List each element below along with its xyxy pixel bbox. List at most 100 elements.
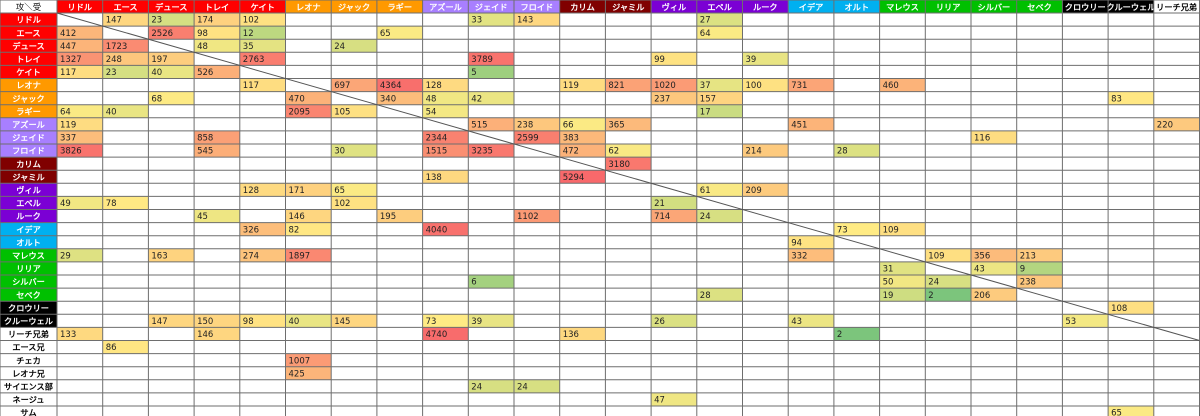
value-cell [651,91,697,105]
value-cell [148,26,195,40]
row-header-cell [0,170,57,184]
column-header-label: デュース [155,2,187,12]
value-label: 43 [791,317,802,327]
row-header-label: シルバー [12,277,45,287]
value-label: 3789 [471,55,493,65]
value-label: 45 [197,212,208,222]
value-cell [102,52,149,66]
value-label: 9 [1020,265,1025,275]
value-label: 383 [563,134,579,144]
value-label: 332 [791,252,807,262]
row-header-label: ヴィル [16,185,41,195]
value-cell [468,13,514,27]
value-label: 39 [471,317,482,327]
value-label: 714 [654,212,670,222]
value-label: 858 [197,134,213,144]
row-header-label: ネージュ [12,395,44,405]
value-cell [57,117,103,131]
column-header-label: リーチ兄弟 [1156,2,1197,12]
column-header-cell [102,0,149,13]
value-cell [194,13,240,27]
value-label: 23 [151,16,162,26]
column-header-cell [514,0,560,13]
row-header-label: リーチ兄弟 [8,329,49,339]
value-label: 1515 [426,147,448,157]
value-label: 697 [334,81,350,91]
value-label: 3826 [60,147,82,157]
value-cell [194,209,240,223]
column-header-cell [605,0,652,13]
value-cell [651,392,697,406]
row-header-label: ラギー [16,106,41,116]
value-label: 30 [334,147,345,157]
row-header-label: ジャック [12,93,44,103]
value-cell [742,183,789,197]
column-header-cell [1108,0,1154,13]
row-header-cell [0,183,57,197]
value-cell [468,117,514,131]
value-cell [285,353,332,367]
value-cell [879,78,926,92]
value-label: 12 [243,29,254,39]
value-cell [57,144,103,158]
value-label: 412 [60,29,76,39]
value-cell [376,26,423,40]
value-label: 37 [700,81,711,91]
row-header-cell [0,261,57,275]
column-header-cell [788,0,834,13]
value-cell [925,288,971,302]
value-label: 447 [60,42,76,52]
value-label: 326 [243,225,259,235]
column-header-label: セベク [1027,2,1052,12]
value-label: 2763 [243,55,265,65]
row-header-cell [0,117,57,131]
value-cell [833,144,880,158]
value-label: 731 [791,81,807,91]
value-cell [788,78,834,92]
value-label: 515 [471,121,487,131]
column-header-cell [651,0,697,13]
value-cell [971,288,1017,302]
value-cell [696,288,743,302]
value-cell [102,39,149,53]
value-cell [559,144,606,158]
value-cell [239,52,286,66]
value-cell [605,157,652,171]
value-label: 5 [471,68,476,78]
value-cell [468,91,514,105]
value-cell [102,196,149,210]
value-label: 1327 [60,55,82,65]
value-label: 21 [654,199,665,209]
value-cell [194,144,240,158]
column-header-label: ジェイド [475,2,508,12]
column-header-cell [742,0,789,13]
value-cell [559,117,606,131]
value-cell [331,314,377,328]
value-label: 17 [700,107,711,117]
value-cell [925,248,971,262]
column-header-label: マレウス [886,2,919,12]
value-label: 48 [197,42,208,52]
value-cell [742,78,789,92]
value-label: 65 [1111,409,1122,416]
value-label: 24 [928,278,939,288]
value-cell [102,340,149,354]
column-header-cell [1153,0,1200,13]
value-label: 340 [380,94,396,104]
value-label: 29 [60,252,71,262]
value-label: 73 [426,317,437,327]
value-cell [559,130,606,144]
row-header-label: ルーク [16,211,41,221]
value-label: 470 [289,94,305,104]
row-header-cell [0,91,57,105]
row-header-label: ジャミル [12,172,45,182]
row-header-cell [0,327,57,341]
value-cell [239,248,286,262]
column-header-label: クロウリー [1065,2,1106,12]
value-cell [651,209,697,223]
column-header-cell [559,0,606,13]
value-cell [422,170,469,184]
column-header-label: ケイト [250,2,274,12]
value-cell [742,144,789,158]
